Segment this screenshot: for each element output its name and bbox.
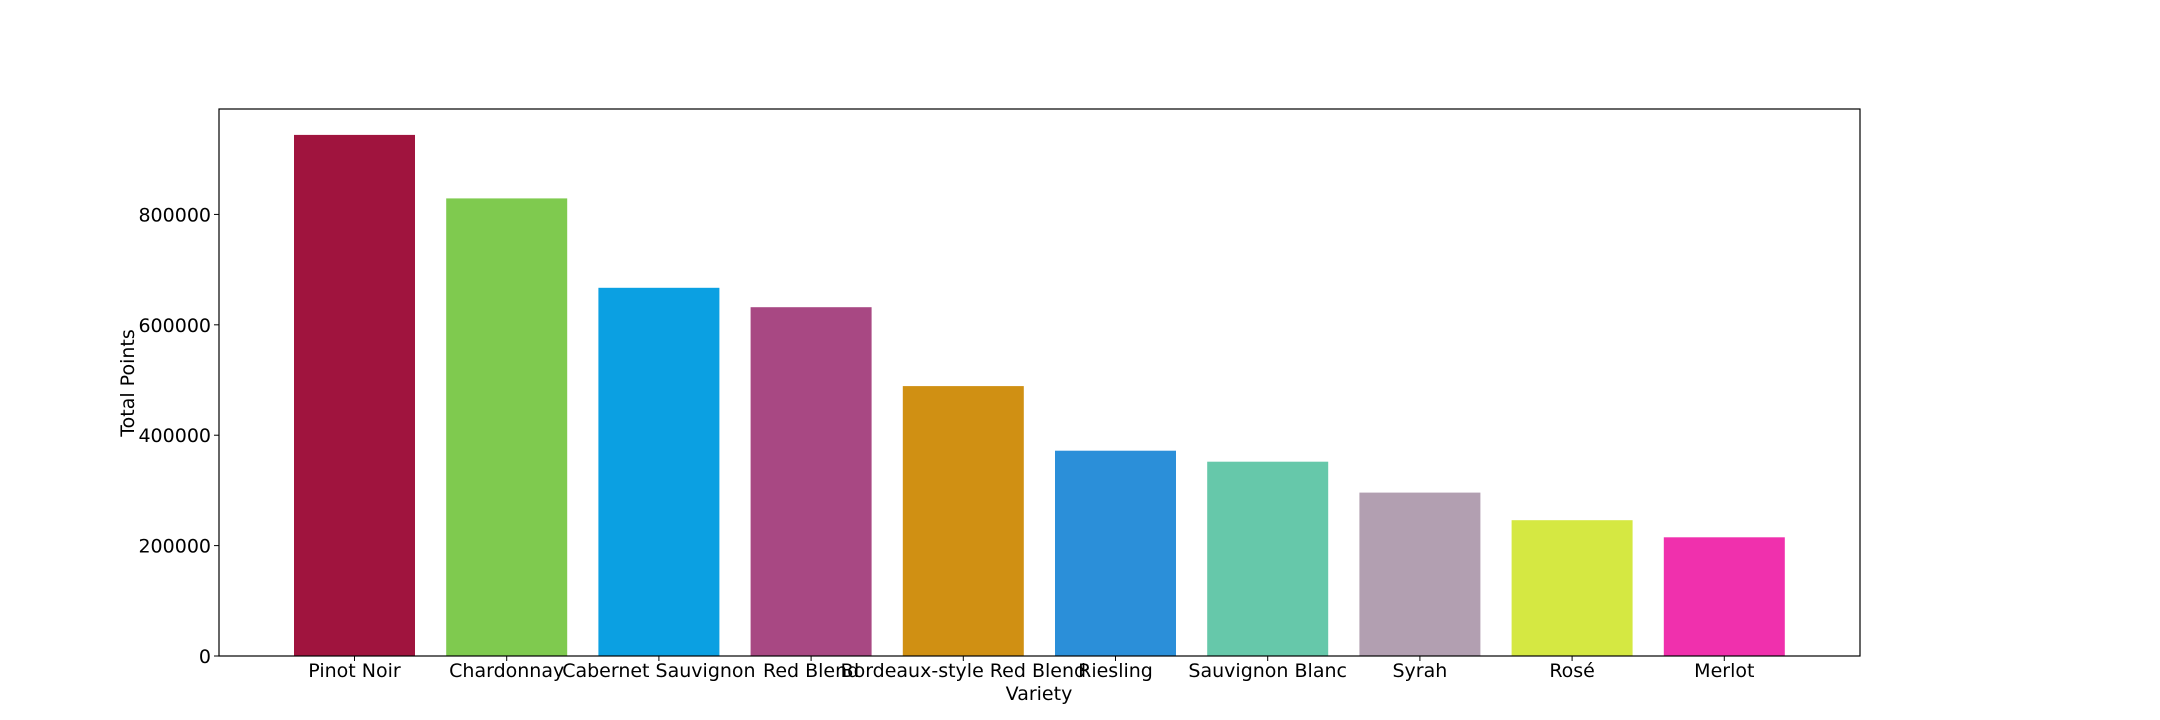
x-axis-label: Variety xyxy=(1006,683,1073,705)
y-tick-label: 200000 xyxy=(138,536,211,558)
x-tick-label: Red Blend xyxy=(763,660,859,682)
bar-sauvignon-blanc xyxy=(1207,461,1329,656)
bar-syrah xyxy=(1359,492,1481,656)
x-tick-label: Sauvignon Blanc xyxy=(1188,660,1347,682)
x-tick-label: Chardonnay xyxy=(449,660,564,682)
plot-area-frame xyxy=(218,108,1861,657)
x-tick-label: Bordeaux-style Red Blend xyxy=(841,660,1087,682)
x-tick-label: Riesling xyxy=(1078,660,1153,682)
x-tick-label: Merlot xyxy=(1694,660,1754,682)
bar-pinot-noir xyxy=(294,134,415,656)
bar-riesling xyxy=(1055,450,1176,656)
y-tick-label: 0 xyxy=(199,646,211,668)
y-tick-label: 800000 xyxy=(138,204,211,226)
y-tick-label: 400000 xyxy=(138,425,211,447)
x-tick-label: Syrah xyxy=(1392,660,1447,682)
bar-bordeaux-style-red-blend xyxy=(902,386,1024,656)
y-axis: 0 200000 400000 600000 800000 xyxy=(138,204,219,668)
x-tick-label: Pinot Noir xyxy=(308,660,401,682)
x-tick-label: Cabernet Sauvignon xyxy=(562,660,755,682)
y-tick-label: 600000 xyxy=(138,315,211,337)
bar-rose xyxy=(1511,520,1633,656)
y-axis-label: Total Points xyxy=(117,329,139,438)
bar-chardonnay xyxy=(446,198,568,656)
x-tick-label: Rosé xyxy=(1549,660,1595,682)
bar-merlot xyxy=(1663,537,1785,656)
bars-group xyxy=(294,134,1785,656)
bar-red-blend xyxy=(750,307,872,656)
bar-cabernet-sauvignon xyxy=(598,287,720,656)
